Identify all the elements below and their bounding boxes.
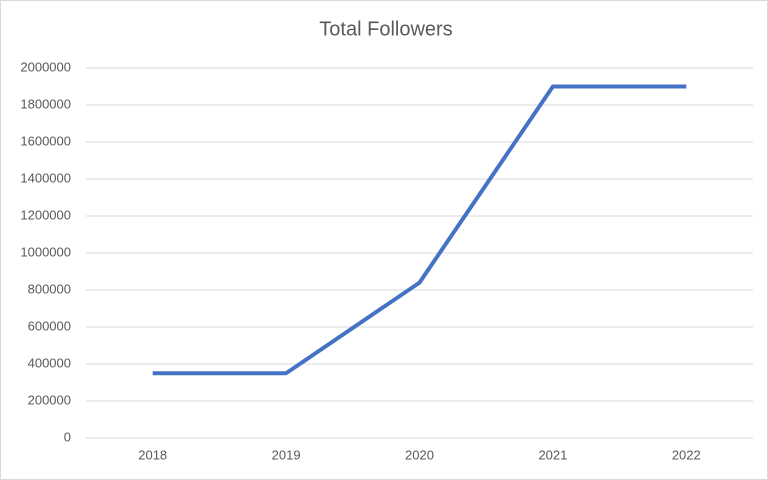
y-tick-label: 200000 (28, 392, 71, 407)
x-tick-label: 2022 (672, 447, 701, 462)
y-tick-label: 0 (64, 429, 71, 444)
y-tick-label: 600000 (28, 318, 71, 333)
x-tick-label: 2018 (138, 447, 167, 462)
y-tick-label: 1800000 (20, 96, 71, 111)
y-tick-label: 1600000 (20, 133, 71, 148)
y-tick-label: 1400000 (20, 170, 71, 185)
y-tick-label: 2000000 (20, 59, 71, 74)
x-tick-label: 2019 (272, 447, 301, 462)
y-tick-label: 400000 (28, 355, 71, 370)
y-tick-label: 800000 (28, 281, 71, 296)
y-tick-label: 1200000 (20, 207, 71, 222)
chart-title: Total Followers (319, 18, 452, 40)
line (152, 84, 687, 376)
x-tick-label: 2021 (538, 447, 567, 462)
y-tick-label: 1000000 (20, 244, 71, 259)
x-tick-label: 2020 (405, 447, 434, 462)
